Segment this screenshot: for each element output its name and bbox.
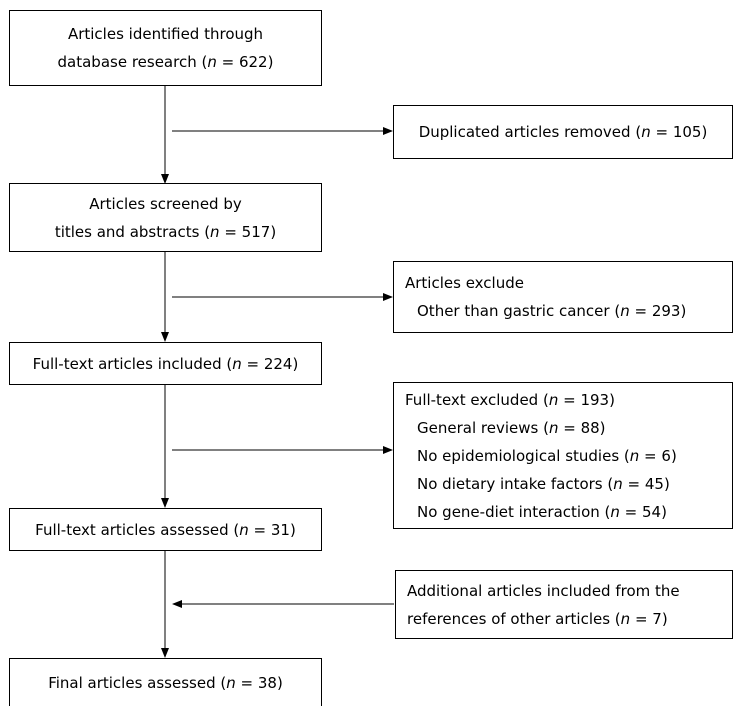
box-fulltext-excluded: Full-text excluded (n = 193) General rev… — [393, 382, 733, 529]
screened-line2: titles and abstracts (n = 517) — [10, 218, 321, 246]
duplicates-line1: Duplicated articles removed (n = 105) — [394, 118, 732, 146]
box-fulltext-assessed: Full-text articles assessed (n = 31) — [9, 508, 322, 551]
fulltext-excluded-item: No epidemiological studies (n = 6) — [405, 442, 732, 470]
final-line: Final articles assessed (n = 38) — [10, 669, 321, 697]
box-duplicates-removed: Duplicated articles removed (n = 105) — [393, 105, 733, 159]
fulltext-included-line: Full-text articles included (n = 224) — [10, 350, 321, 378]
box-articles-screened: Articles screened by titles and abstract… — [9, 183, 322, 252]
additional-line2: references of other articles (n = 7) — [407, 605, 732, 633]
identified-line2: database research (n = 622) — [10, 48, 321, 76]
fulltext-excluded-item: No gene-diet interaction (n = 54) — [405, 498, 732, 526]
excluded-title: Articles exclude — [405, 274, 524, 292]
fulltext-excluded-item: No dietary intake factors (n = 45) — [405, 470, 732, 498]
box-fulltext-included: Full-text articles included (n = 224) — [9, 342, 322, 385]
additional-line1: Additional articles included from the — [407, 582, 680, 600]
fulltext-excluded-item: General reviews (n = 88) — [405, 414, 732, 442]
box-final-articles: Final articles assessed (n = 38) — [9, 658, 322, 706]
excluded-item: Other than gastric cancer (n = 293) — [405, 297, 732, 325]
screened-line1: Articles screened by — [89, 195, 241, 213]
identified-line1: Articles identified through — [68, 25, 263, 43]
box-articles-identified: Articles identified through database res… — [9, 10, 322, 86]
box-additional-articles: Additional articles included from the re… — [395, 570, 733, 639]
fulltext-assessed-line: Full-text articles assessed (n = 31) — [10, 516, 321, 544]
fulltext-excluded-title: Full-text excluded (n = 193) — [405, 386, 732, 414]
box-articles-exclude: Articles exclude Other than gastric canc… — [393, 261, 733, 333]
